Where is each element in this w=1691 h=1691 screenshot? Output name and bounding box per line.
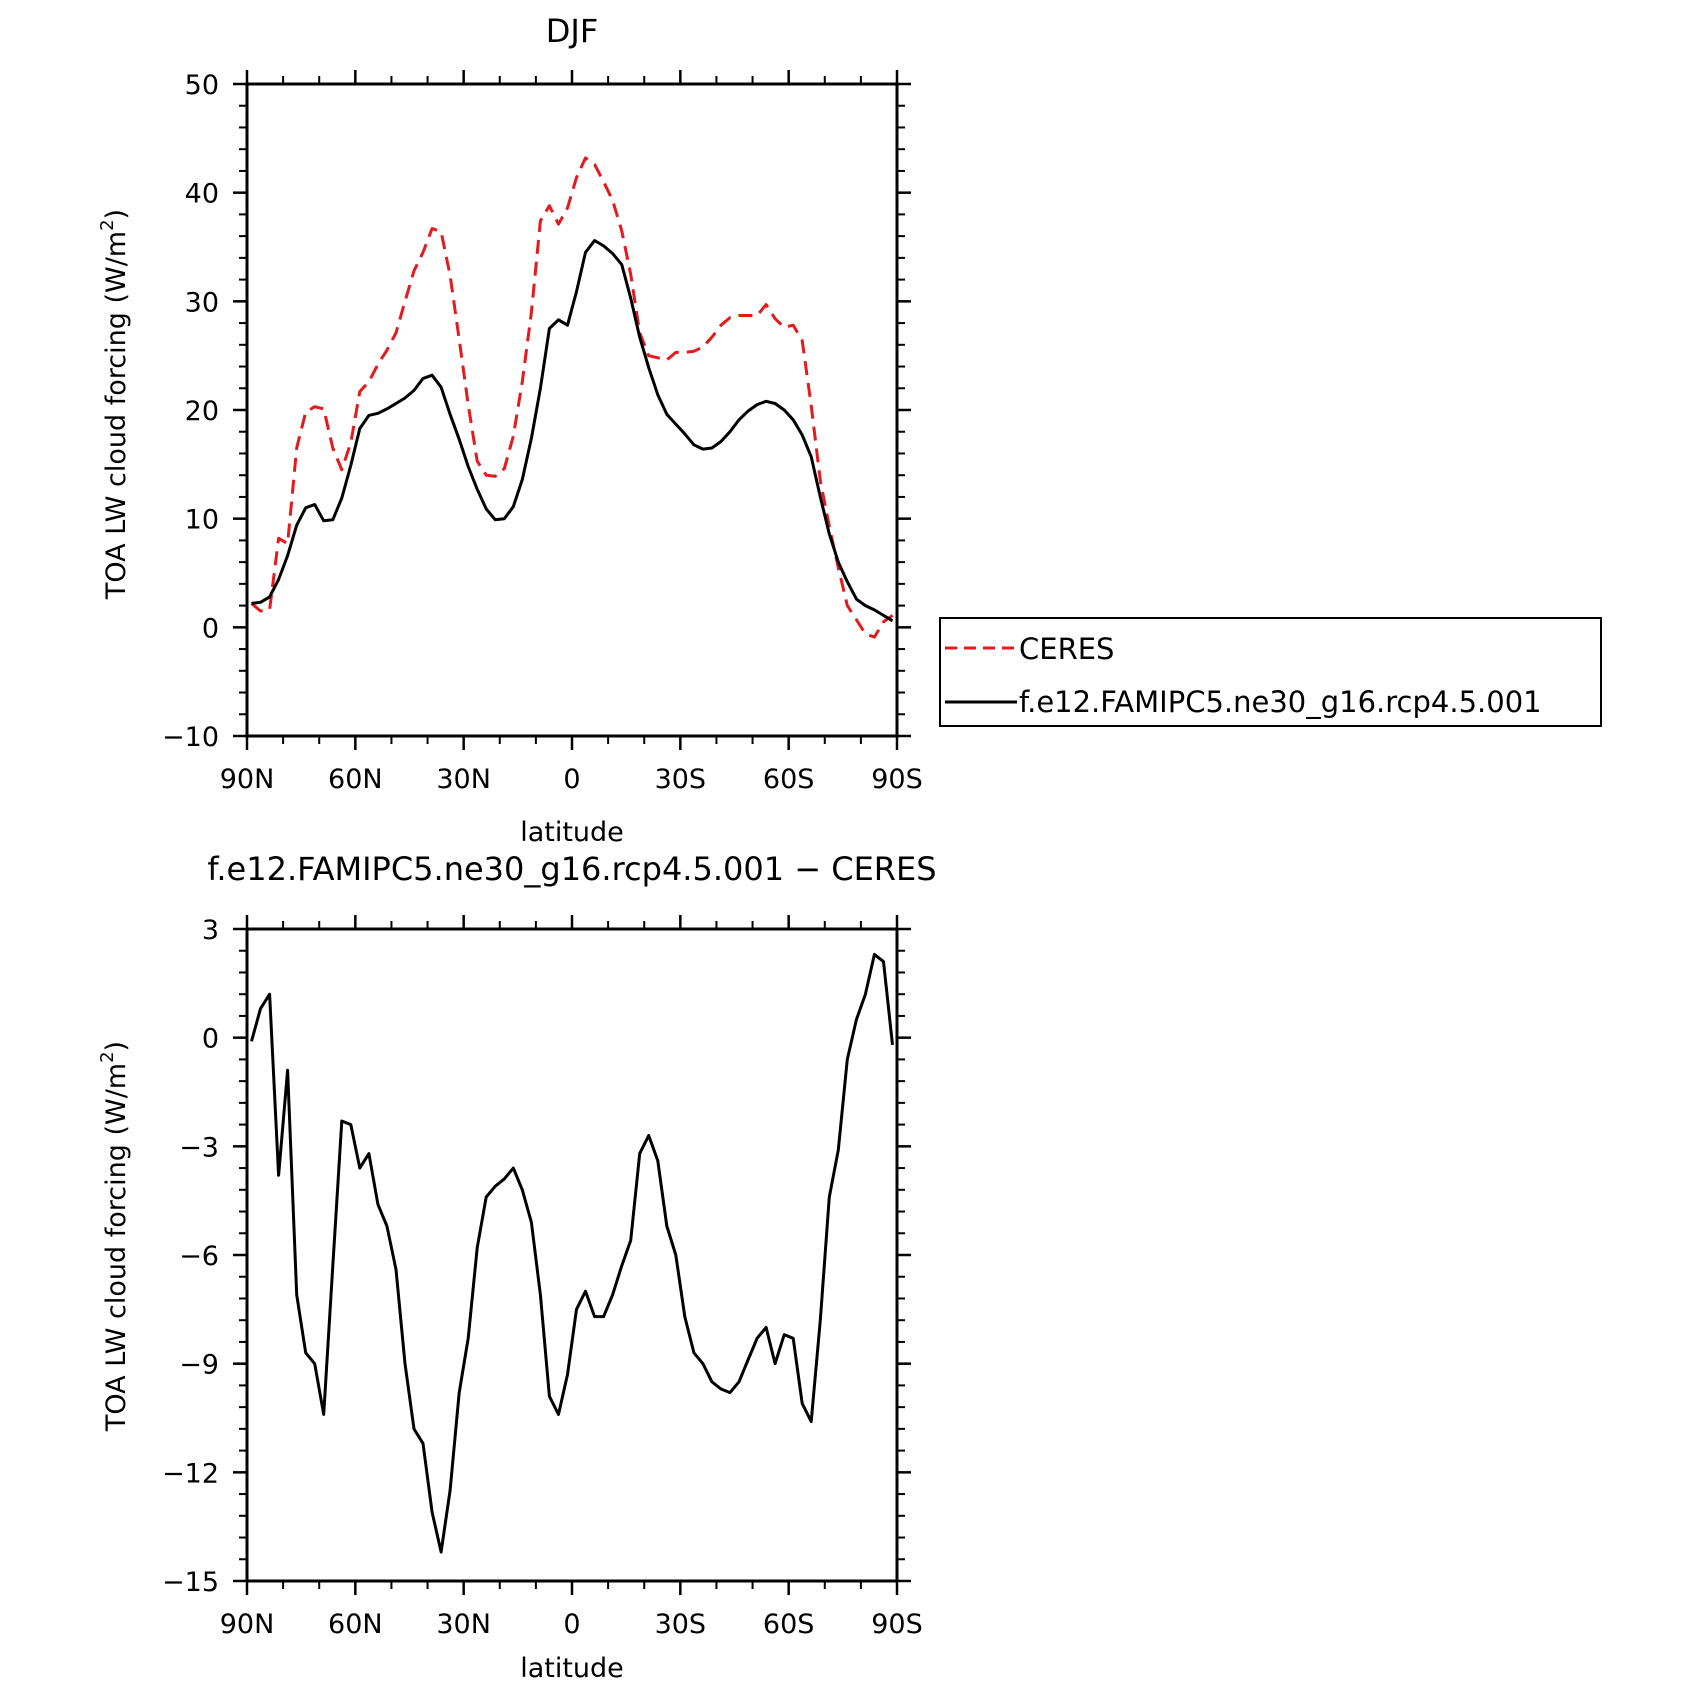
top-y-label-superscript: 2 [97,219,118,230]
top-panel: DJF TOA LW cloud forcing (W/m2) latitude… [97,12,1602,848]
bottom-x-axis-label: latitude [520,1653,624,1684]
top-x-tick-label: 30S [655,764,707,795]
top-x-tick-label: 0 [563,764,580,795]
bottom-axis-ticks: 90N 60N 30N 0 30S 60S 90S −15 −12 −9 −6 −3 0 3 [162,915,923,1640]
bottom-x-tick-label: 30N [436,1609,491,1640]
top-y-tick-label: 10 [185,505,219,536]
bottom-x-tick-label: 60N [328,1609,383,1640]
bottom-y-label-main: TOA LW cloud forcing (W/m [101,1063,132,1432]
bottom-y-tick-label: −3 [179,1132,219,1163]
top-series-line-ceres [250,156,894,639]
top-y-tick-label: 30 [185,287,219,318]
bottom-y-label-superscript: 2 [97,1051,118,1062]
top-chart-title: DJF [546,12,598,50]
top-series-lines [250,156,894,639]
top-x-tick-label: 60S [763,764,815,795]
bottom-x-tick-label: 90S [871,1609,923,1640]
top-y-tick-label: 50 [185,70,219,101]
top-y-tick-label: −10 [162,722,219,753]
legend-label-ceres: CERES [1019,632,1114,666]
bottom-x-tick-label: 30S [655,1609,707,1640]
bottom-y-tick-label: −6 [179,1241,219,1272]
bottom-y-tick-label: −9 [179,1350,219,1381]
bottom-y-tick-label: −12 [162,1458,219,1489]
top-y-axis-label: TOA LW cloud forcing (W/m2) [97,209,132,600]
legend-label-model: f.e12.FAMIPC5.ne30_g16.rcp4.5.001 [1019,685,1542,719]
bottom-y-tick-label: 3 [202,915,219,946]
bottom-y-tick-label: −15 [162,1567,219,1598]
top-y-tick-label: 20 [185,396,219,427]
top-axis-ticks: 90N 60N 30N 0 30S 60S 90S −10 0 10 20 30 40 50 [162,70,923,795]
top-series-line-model [251,239,894,623]
bottom-x-tick-label: 60S [763,1609,815,1640]
top-plot-frame [245,82,899,738]
top-y-tick-label: 0 [202,613,219,644]
top-x-tick-label: 90S [871,764,923,795]
top-x-tick-label: 60N [328,764,383,795]
bottom-series-lines [250,952,894,1554]
top-y-label-close: ) [101,209,132,220]
bottom-chart-title: f.e12.FAMIPC5.ne30_g16.rcp4.5.001 − CERE… [207,850,936,888]
bottom-y-label-close: ) [101,1041,132,1052]
legend-box [939,617,1602,727]
bottom-y-axis-label: TOA LW cloud forcing (W/m2) [97,1041,132,1432]
top-x-tick-label: 90N [220,764,275,795]
bottom-x-tick-label: 90N [220,1609,275,1640]
bottom-y-tick-label: 0 [202,1024,219,1055]
bottom-series-line-difference [250,952,894,1554]
top-y-label-main: TOA LW cloud forcing (W/m [101,231,132,600]
bottom-plot-frame [245,927,899,1583]
top-x-tick-label: 30N [436,764,491,795]
bottom-panel: f.e12.FAMIPC5.ne30_g16.rcp4.5.001 − CERE… [97,850,937,1684]
top-y-tick-label: 40 [185,179,219,210]
top-x-axis-label: latitude [520,817,624,848]
bottom-x-tick-label: 0 [563,1609,580,1640]
legend: CERES f.e12.FAMIPC5.ne30_g16.rcp4.5.001 [939,617,1602,727]
